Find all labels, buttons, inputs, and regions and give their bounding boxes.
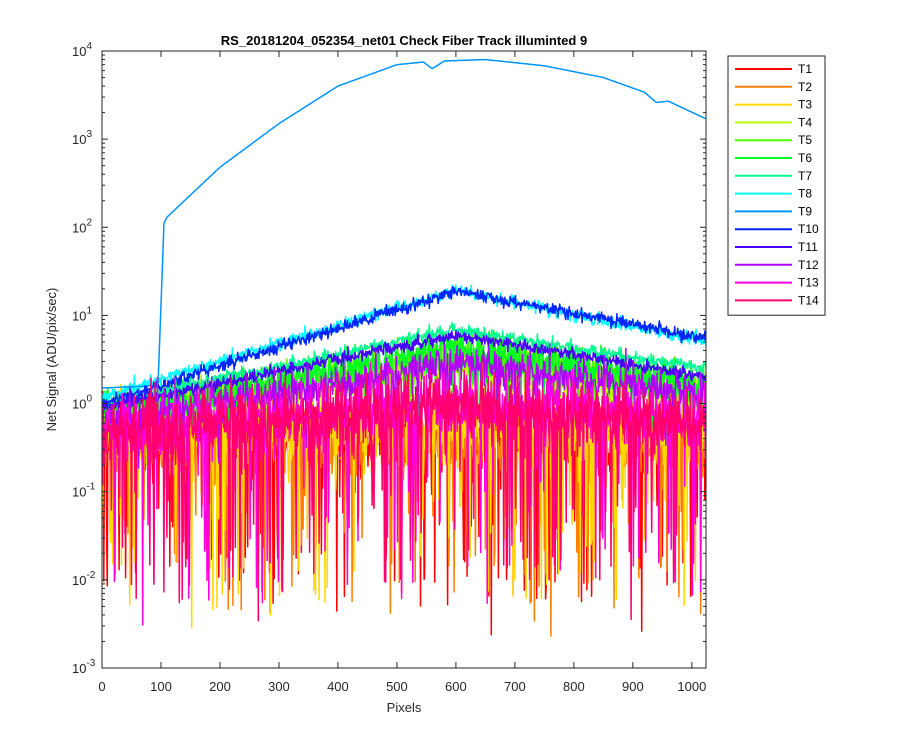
- x-tick-label: 300: [268, 679, 290, 694]
- legend-label-t11: T11: [798, 240, 818, 254]
- x-tick-label: 0: [98, 679, 105, 694]
- chart-title: RS_20181204_052354_net01 Check Fiber Tra…: [221, 33, 587, 48]
- y-tick-label: 101: [72, 305, 92, 323]
- legend-label-t12: T12: [798, 258, 819, 272]
- y-tick-label: 10-1: [72, 482, 96, 500]
- legend-label-t3: T3: [798, 98, 812, 112]
- legend-label-t9: T9: [798, 204, 812, 218]
- x-tick-label: 800: [563, 679, 585, 694]
- y-tick-label: 10-2: [72, 570, 96, 588]
- legend-label-t1: T1: [798, 62, 812, 76]
- legend-label-t7: T7: [798, 169, 812, 183]
- legend-label-t2: T2: [798, 80, 812, 94]
- y-tick-label: 10-3: [72, 658, 96, 676]
- x-tick-label: 1000: [677, 679, 706, 694]
- y-tick-label: 103: [72, 129, 92, 147]
- legend-label-t8: T8: [798, 187, 812, 201]
- legend-label-t10: T10: [798, 222, 819, 236]
- y-tick-label: 100: [72, 394, 92, 412]
- y-axis-label: Net Signal (ADU/pix/sec): [44, 288, 59, 432]
- series-line-t9: [102, 58, 706, 389]
- x-tick-label: 700: [504, 679, 526, 694]
- legend-label-t5: T5: [798, 133, 812, 147]
- series-line-t11: [102, 330, 706, 413]
- legend-box: [727, 55, 826, 316]
- series-line-t10: [102, 286, 706, 411]
- x-tick-label: 500: [386, 679, 408, 694]
- y-ticks: 10-3 10-2 10-1 100 101 102 103 104: [72, 41, 706, 676]
- legend-label-t14: T14: [798, 293, 819, 307]
- y-tick-label: 102: [72, 217, 92, 235]
- series-layer: [102, 58, 706, 638]
- legend: T1 T2 T3 T4 T5 T6 T7 T8 T9 T10 T11 T12 T13 T14: [727, 55, 826, 316]
- x-tick-label: 200: [209, 679, 231, 694]
- x-axis-label: Pixels: [387, 700, 422, 715]
- plot-frame: [101, 50, 707, 669]
- series-line-t7: [102, 322, 706, 410]
- x-tick-label: 400: [327, 679, 349, 694]
- legend-label-t13: T13: [798, 276, 819, 290]
- y-tick-label: 104: [72, 41, 92, 59]
- series-line-t14: [102, 357, 706, 622]
- x-tick-label: 100: [150, 679, 172, 694]
- x-tick-label: 900: [622, 679, 644, 694]
- x-tick-label: 600: [445, 679, 467, 694]
- x-ticks: 0 100 200 300 400 500 600 700 800 900 1000: [98, 51, 706, 694]
- legend-label-t6: T6: [798, 151, 812, 165]
- legend-label-t4: T4: [798, 115, 812, 129]
